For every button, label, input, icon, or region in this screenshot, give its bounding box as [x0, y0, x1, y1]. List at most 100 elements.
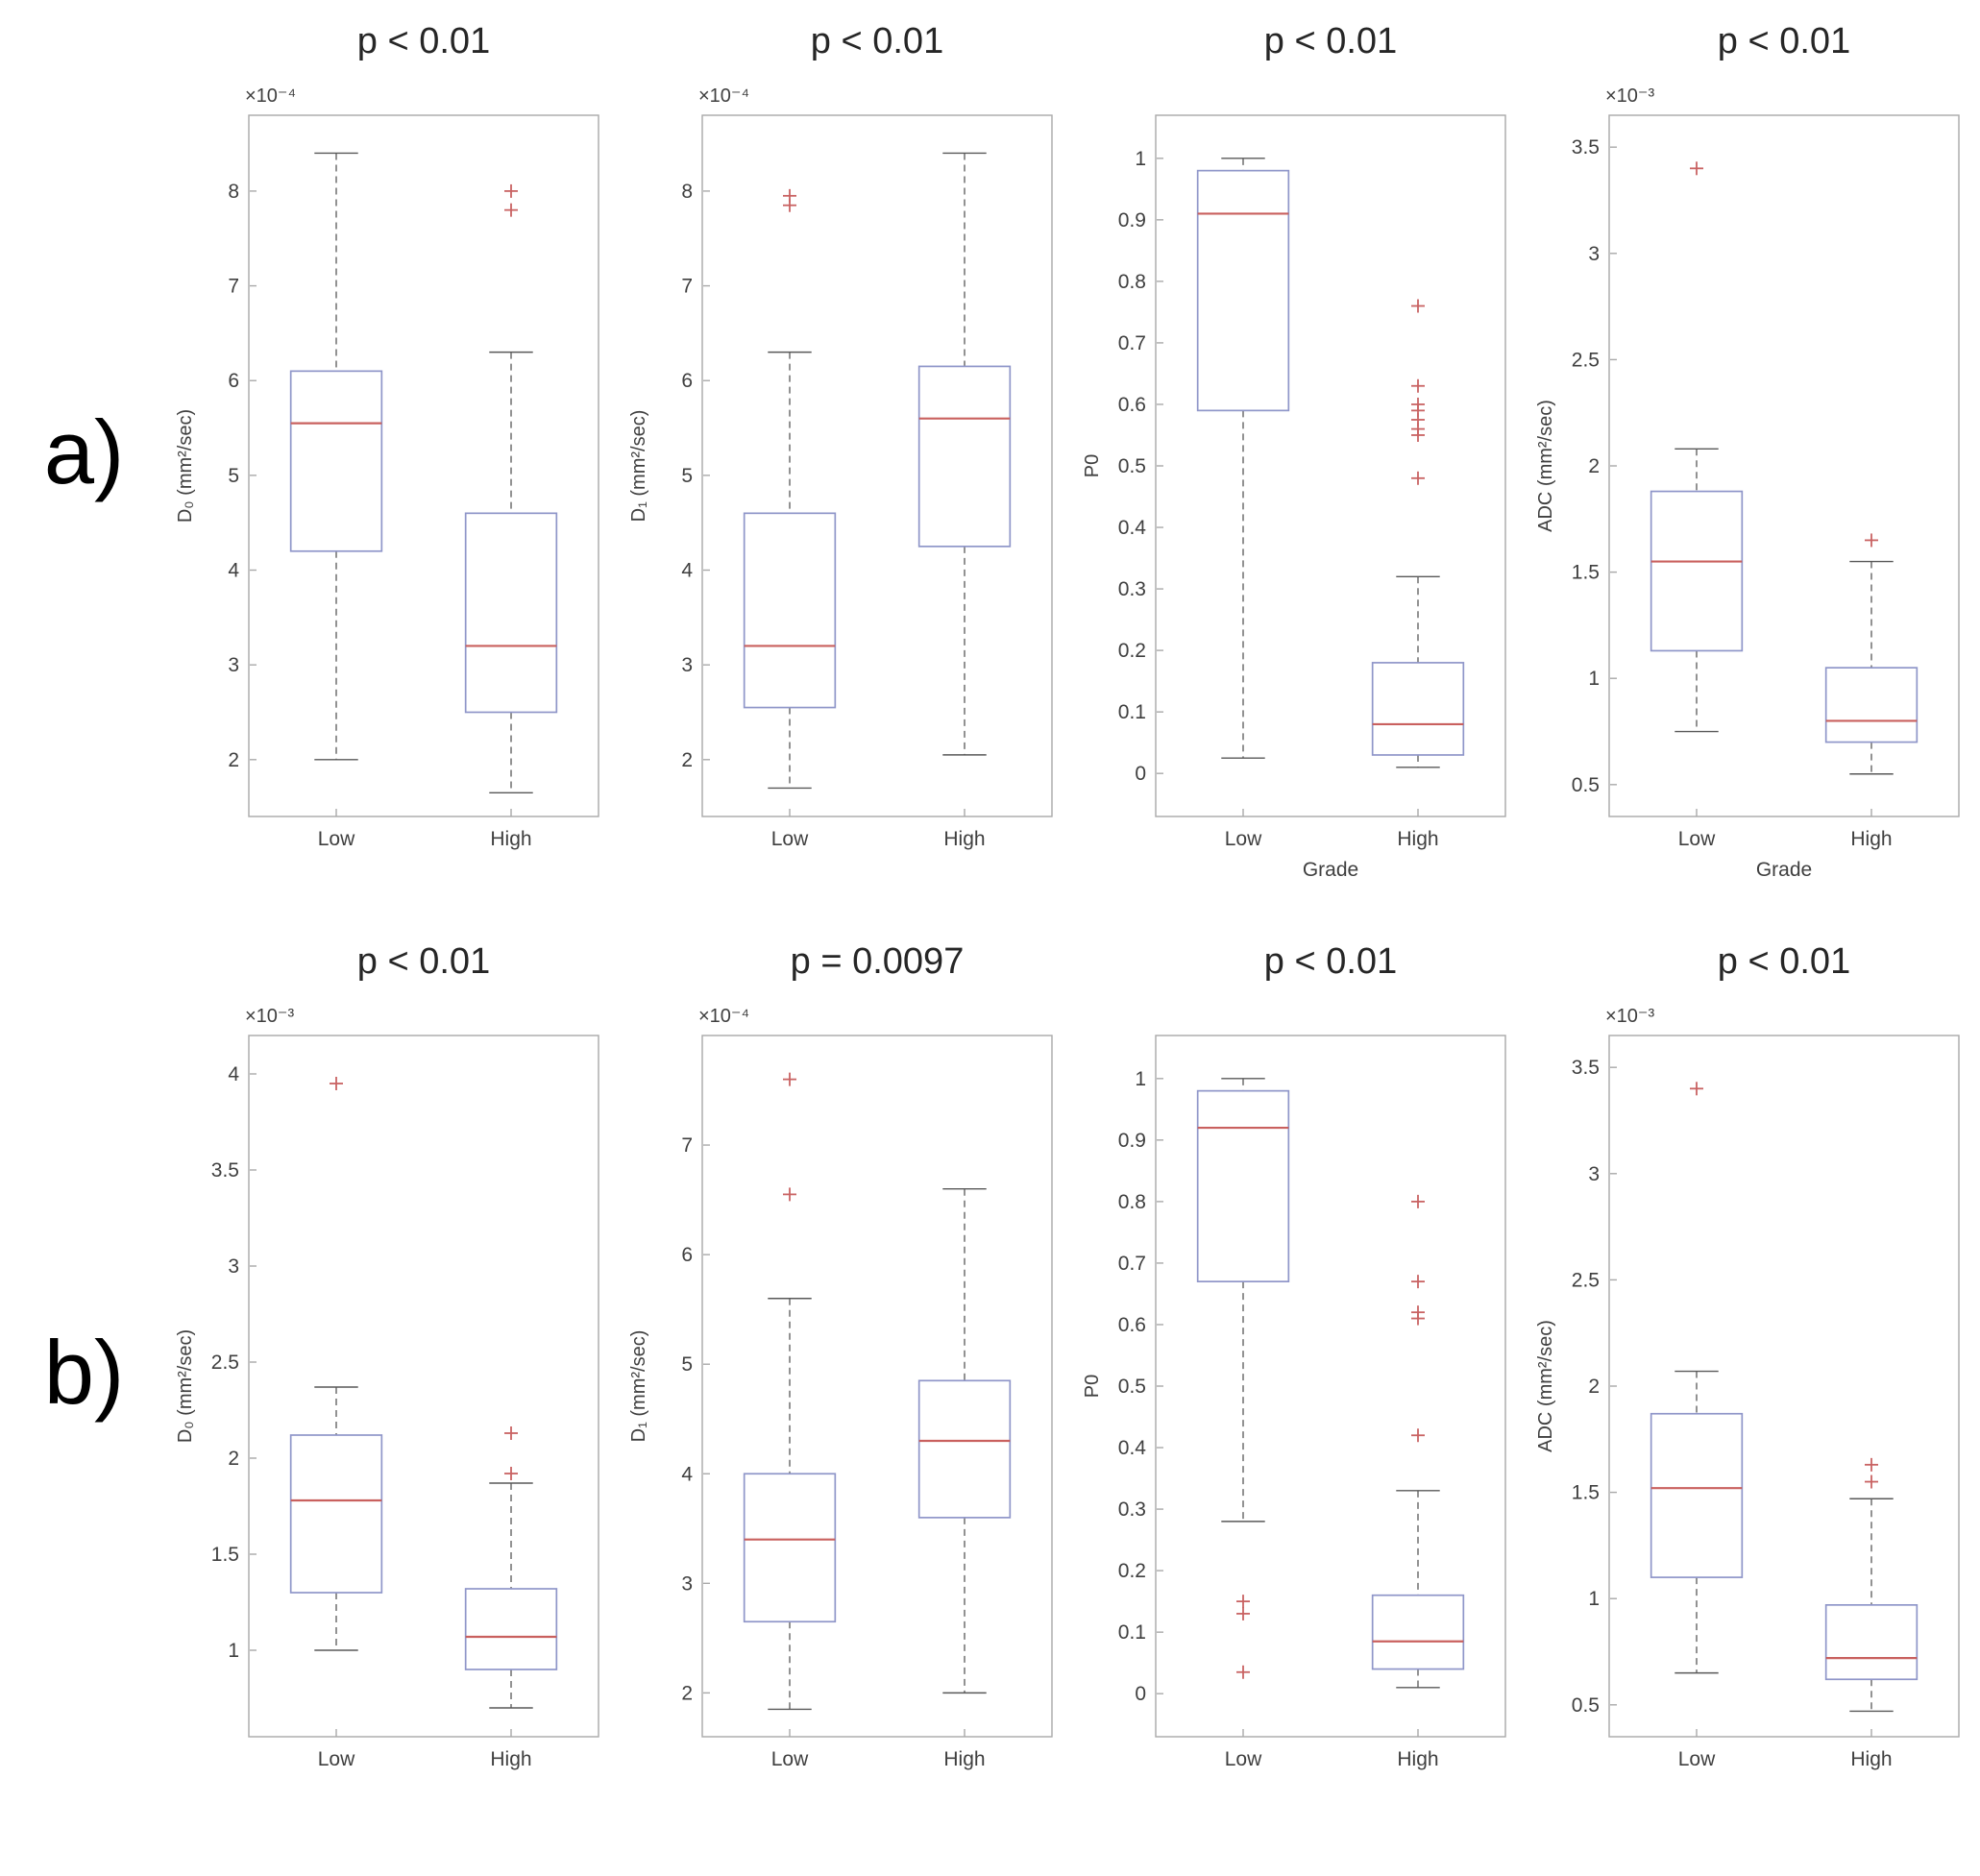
x-tick-label: Low — [318, 1748, 355, 1770]
y-tick-label: 4 — [681, 1463, 693, 1485]
y-tick-label: 3 — [228, 654, 239, 676]
figure-row-b: b) p < 0.01 ×10⁻³ 1 1.5 2 2.5 3 3.5 4 D₀ (mm²/sec… — [0, 934, 1980, 1812]
y-tick-label: 0.9 — [1118, 209, 1146, 231]
iqr-box — [743, 1473, 837, 1623]
exponent-label: ×10⁻⁴ — [698, 85, 749, 107]
boxplot-svg: ×10⁻³ 0.5 1 1.5 2 2.5 3 3.5 ADC (mm²/sec) Low High — [1535, 1006, 1960, 1770]
x-tick-label: High — [1850, 828, 1892, 850]
axes-frame — [701, 1035, 1053, 1738]
y-tick-label: 2 — [681, 1682, 693, 1704]
x-tick-label: Low — [1678, 828, 1716, 850]
y-tick-label: 6 — [228, 370, 239, 392]
y-tick-label: 2 — [1588, 455, 1600, 477]
exponent-label: ×10⁻⁴ — [245, 85, 296, 107]
iqr-box — [743, 512, 837, 709]
boxplot-panel: p < 0.01 ×10⁻³ 0.5 1 1.5 2 2.5 3 3.5 ADC (mm²/sec… — [1528, 13, 1976, 891]
x-tick-label: High — [1397, 1748, 1438, 1770]
row-label-b: b) — [43, 1322, 125, 1423]
chart-title: p < 0.01 — [1717, 20, 1851, 61]
iqr-box — [917, 1379, 1012, 1519]
iqr-box — [1824, 1603, 1919, 1681]
y-tick-label: 0.1 — [1118, 1621, 1146, 1644]
boxplot-panel: p < 0.01 ×10⁻⁴ 2 3 4 5 6 7 8 D₁ (mm²/sec) Low High — [622, 13, 1069, 891]
y-tick-label: 0.4 — [1118, 1437, 1147, 1459]
y-axis-label: D₀ (mm²/sec) — [175, 1329, 196, 1443]
iqr-box — [289, 370, 383, 552]
y-tick-label: 0.8 — [1118, 1191, 1146, 1213]
chart-title: p = 0.0097 — [790, 940, 965, 982]
chart-row-b: p < 0.01 ×10⁻³ 1 1.5 2 2.5 3 3.5 4 D₀ (mm²/sec) Lo… — [168, 934, 1976, 1812]
iqr-box — [464, 1588, 558, 1670]
y-tick-label: 0.5 — [1572, 774, 1600, 796]
axes-frame — [1608, 1035, 1960, 1738]
boxplot-svg: ×10⁻⁴ 2 3 4 5 6 7 8 D₁ (mm²/sec) Low High — [628, 85, 1053, 850]
y-tick-label: 1 — [1135, 1068, 1146, 1090]
boxplot-panel: p < 0.01 ×10⁻⁴ 2 3 4 5 6 7 8 D₀ (mm²/sec) Low High — [168, 13, 616, 891]
y-tick-label: 1.5 — [1572, 1482, 1600, 1504]
y-tick-label: 3.5 — [211, 1159, 239, 1182]
y-tick-label: 1 — [1588, 1588, 1600, 1610]
boxplot-panel: p < 0.01 0 0.1 0.2 0.3 0.4 0.5 0.6 0.7 0.8 0.9 1 P0 L… — [1075, 13, 1523, 891]
axes-frame — [248, 1035, 599, 1738]
chart-row-a: p < 0.01 ×10⁻⁴ 2 3 4 5 6 7 8 D₀ (mm²/sec) Low High p… — [168, 13, 1976, 891]
iqr-box — [464, 512, 558, 714]
boxplot-panel: p < 0.01 ×10⁻³ 0.5 1 1.5 2 2.5 3 3.5 ADC (mm²/sec… — [1528, 934, 1976, 1812]
exponent-label: ×10⁻³ — [245, 1006, 294, 1027]
boxplot-svg: 0 0.1 0.2 0.3 0.4 0.5 0.6 0.7 0.8 0.9 1 P0 Low High — [1082, 1035, 1506, 1770]
figure-row-a: a) p < 0.01 ×10⁻⁴ 2 3 4 5 6 7 8 D₀ (mm²/sec) Low Hi… — [0, 13, 1980, 891]
y-tick-label: 0.5 — [1118, 1376, 1146, 1398]
y-tick-label: 0.6 — [1118, 394, 1146, 416]
chart-title: p < 0.01 — [356, 940, 491, 982]
boxplot-svg: ×10⁻⁴ 2 3 4 5 6 7 D₁ (mm²/sec) Low High — [628, 1006, 1053, 1770]
row-label-a: a) — [43, 402, 125, 502]
y-tick-label: 8 — [228, 181, 239, 203]
exponent-label: ×10⁻³ — [1605, 85, 1654, 107]
y-axis-label: D₀ (mm²/sec) — [175, 409, 196, 523]
y-tick-label: 6 — [681, 370, 693, 392]
y-tick-label: 0.3 — [1118, 1498, 1146, 1521]
y-tick-label: 5 — [681, 465, 693, 487]
iqr-box — [1371, 1594, 1465, 1670]
x-axis-label: Grade — [1756, 859, 1812, 881]
iqr-box — [1196, 1089, 1290, 1282]
x-tick-label: High — [943, 828, 985, 850]
boxplot-svg: ×10⁻⁴ 2 3 4 5 6 7 8 D₀ (mm²/sec) Low High — [175, 85, 599, 850]
y-tick-label: 0.8 — [1118, 271, 1146, 293]
chart-title: p < 0.01 — [1717, 940, 1851, 982]
y-tick-label: 0.3 — [1118, 578, 1146, 600]
iqr-box — [1650, 1412, 1744, 1578]
chart-title: p < 0.01 — [810, 20, 944, 61]
y-axis-label: D₁ (mm²/sec) — [628, 1330, 649, 1443]
x-tick-label: Low — [1678, 1748, 1716, 1770]
iqr-box — [1650, 490, 1744, 652]
y-axis-label: ADC (mm²/sec) — [1535, 400, 1556, 532]
axes-frame — [1608, 114, 1960, 817]
y-tick-label: 2 — [228, 749, 239, 771]
boxplot-panel: p < 0.01 ×10⁻³ 1 1.5 2 2.5 3 3.5 4 D₀ (mm²/sec) Lo… — [168, 934, 616, 1812]
x-tick-label: Low — [1225, 828, 1262, 850]
y-tick-label: 2 — [681, 749, 693, 771]
x-tick-label: Low — [771, 828, 809, 850]
boxplot-svg: 0 0.1 0.2 0.3 0.4 0.5 0.6 0.7 0.8 0.9 1 P0 Low High Gr… — [1082, 114, 1506, 881]
boxplot-figure: a) p < 0.01 ×10⁻⁴ 2 3 4 5 6 7 8 D₀ (mm²/sec) Low Hi… — [0, 13, 1980, 1812]
y-tick-label: 0.1 — [1118, 701, 1146, 723]
y-tick-label: 1 — [228, 1640, 239, 1662]
y-tick-label: 0.6 — [1118, 1314, 1146, 1336]
boxplot-svg: ×10⁻³ 0.5 1 1.5 2 2.5 3 3.5 ADC (mm²/sec) Low High… — [1535, 85, 1960, 881]
y-tick-label: 4 — [681, 560, 693, 582]
exponent-label: ×10⁻⁴ — [698, 1006, 749, 1027]
x-tick-label: High — [490, 828, 531, 850]
y-tick-label: 2.5 — [1572, 1269, 1600, 1291]
y-tick-label: 5 — [228, 465, 239, 487]
y-tick-label: 3 — [681, 654, 693, 676]
y-tick-label: 0 — [1135, 763, 1146, 785]
y-tick-label: 7 — [681, 1134, 693, 1157]
x-tick-label: High — [943, 1748, 985, 1770]
x-tick-label: High — [1850, 1748, 1892, 1770]
chart-title: p < 0.01 — [1263, 20, 1398, 61]
x-tick-label: High — [1397, 828, 1438, 850]
axes-frame — [701, 114, 1053, 817]
y-tick-label: 0.9 — [1118, 1130, 1146, 1152]
boxplot-svg: ×10⁻³ 1 1.5 2 2.5 3 3.5 4 D₀ (mm²/sec) Low High — [175, 1006, 599, 1770]
iqr-box — [1824, 667, 1919, 743]
